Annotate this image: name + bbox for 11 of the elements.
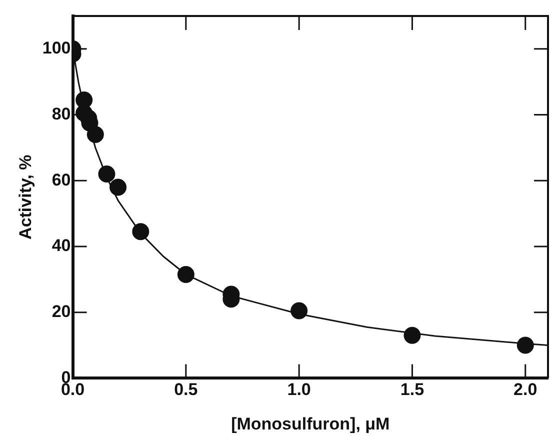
y-tick-label: 20 [52,302,71,322]
y-tick-label: 60 [52,170,71,190]
x-tick-label: 1.5 [400,380,424,400]
y-tick-label: 100 [42,38,71,58]
y-axis-title: Activity, % [16,154,35,240]
x-tick-label: 1.0 [287,380,311,400]
y-tick-label: 80 [52,104,71,124]
y-tick-label: 40 [52,236,71,256]
x-tick-label: 0.5 [174,380,198,400]
x-axis-title: [Monosulfuron], μM [231,414,390,434]
x-tick-label: 2.0 [514,380,538,400]
